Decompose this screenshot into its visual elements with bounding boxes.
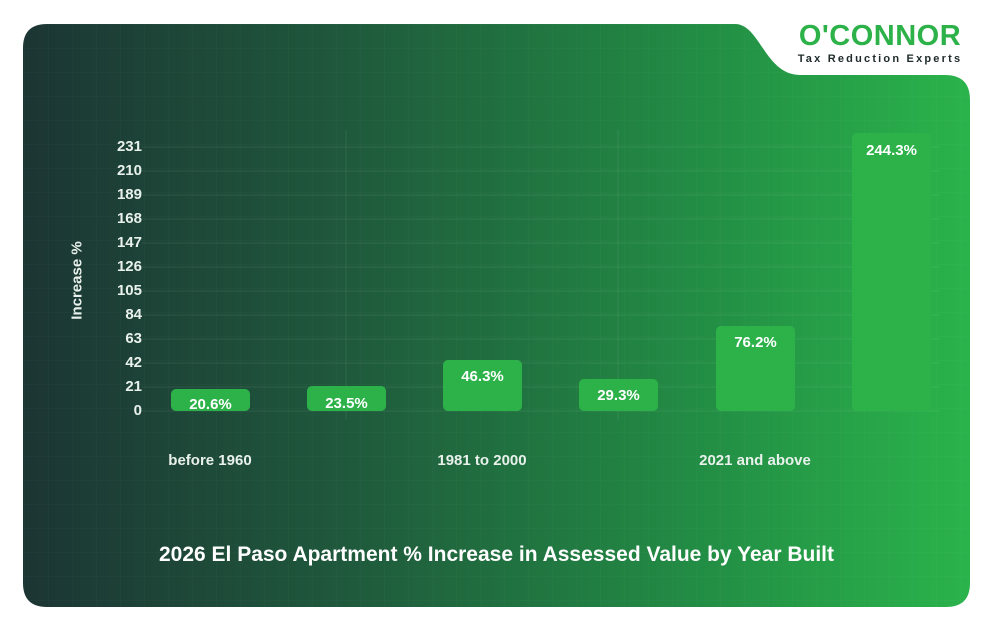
bar-2001-2010: 29.3%: [579, 379, 658, 411]
y-tick: 105: [116, 282, 142, 299]
y-tick: 63: [125, 330, 142, 347]
x-tick: before 1960: [168, 452, 252, 469]
x-tick: 1981 to 2000: [437, 452, 527, 469]
gridlines: [142, 130, 940, 420]
bar-value-label: 20.6%: [189, 396, 232, 413]
y-tick: 42: [125, 354, 142, 371]
y-axis-label: Increase %: [68, 241, 86, 320]
x-tick: 2021 and above: [699, 452, 811, 469]
bar-value-label: 46.3%: [461, 368, 504, 385]
y-tick: 147: [116, 234, 142, 251]
bar-2011-2020: 76.2%: [716, 326, 795, 411]
y-tick: 168: [116, 210, 142, 227]
brand-logo: O'CONNOR Tax Reduction Experts: [785, 20, 975, 66]
y-tick: 21: [125, 378, 142, 395]
brand-name: O'CONNOR: [798, 20, 962, 52]
brand-tagline: Tax Reduction Experts: [797, 53, 963, 65]
y-tick: 0: [133, 402, 142, 419]
chart-title: 2026 El Paso Apartment % Increase in Ass…: [158, 543, 835, 566]
y-tick: 231: [116, 138, 142, 155]
bar-value-label: 23.5%: [325, 395, 368, 412]
y-tick: 126: [116, 258, 142, 275]
y-tick: 84: [125, 306, 142, 323]
bar-1961-1980: 23.5%: [307, 386, 386, 412]
bar-before-1960: 20.6%: [171, 389, 250, 413]
bar-value-label: 244.3%: [866, 142, 917, 159]
bar-1981-2000: 46.3%: [443, 360, 522, 411]
y-tick: 210: [116, 162, 142, 179]
bar-value-label: 76.2%: [734, 334, 777, 351]
bar-2021-above: 244.3%: [852, 133, 931, 411]
bar-value-label: 29.3%: [597, 387, 640, 404]
y-tick: 189: [116, 186, 142, 203]
